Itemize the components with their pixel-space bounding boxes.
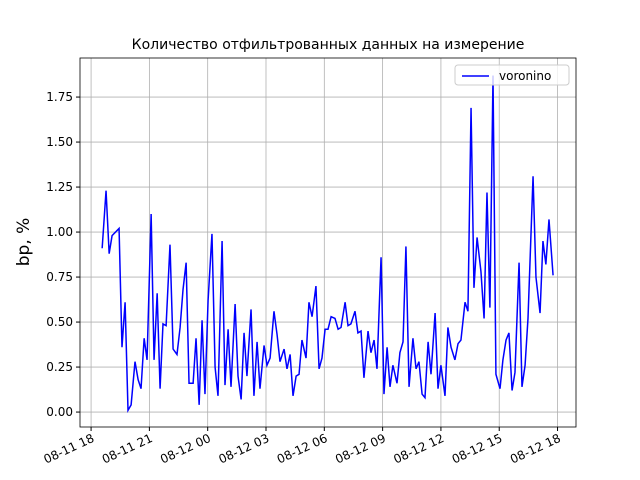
- data-line: [101, 75, 554, 413]
- y-tick-label: 0.00: [46, 405, 73, 419]
- y-tick-label: 0.75: [46, 270, 73, 284]
- y-tick-label: 0.25: [46, 360, 73, 374]
- chart-title: Количество отфильтрованных данных на изм…: [132, 37, 525, 53]
- y-tick-label: 1.75: [46, 90, 73, 104]
- y-tick-label: 1.00: [46, 225, 73, 239]
- y-axis-label: bp, %: [14, 218, 34, 267]
- x-tick-label: 08-12 18: [508, 431, 563, 466]
- x-tick-label: 08-11 18: [42, 431, 97, 466]
- x-tick-label: 08-11 21: [100, 431, 155, 466]
- x-tick-label: 08-12 12: [391, 431, 446, 466]
- y-tick-label: 0.50: [46, 315, 73, 329]
- y-tick-label: 1.50: [46, 135, 73, 149]
- y-tick-label: 1.25: [46, 180, 73, 194]
- legend-label: voronino: [499, 69, 551, 83]
- x-tick-label: 08-12 06: [275, 431, 330, 466]
- x-tick-label: 08-12 15: [450, 431, 505, 466]
- x-tick-label: 08-12 03: [216, 431, 271, 466]
- plot-frame: [79, 57, 577, 428]
- x-tick-label: 08-12 09: [333, 431, 388, 466]
- legend-box: [454, 64, 570, 86]
- x-tick-label: 08-12 00: [158, 431, 213, 466]
